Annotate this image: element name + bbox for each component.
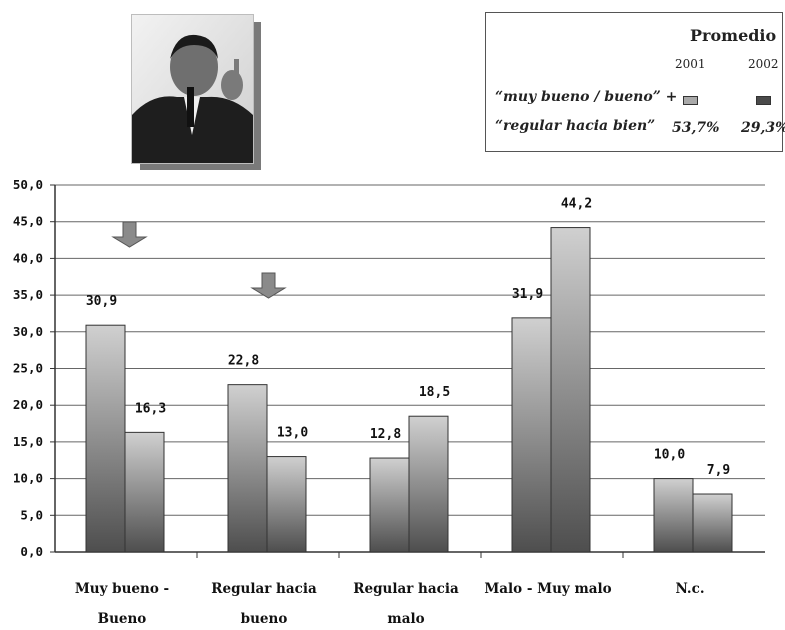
data-label: 13,0: [277, 426, 308, 441]
y-tick-label: 45,0: [13, 214, 43, 229]
bar-2001: [511, 317, 552, 553]
y-tick-label: 30,0: [13, 324, 43, 339]
y-tick-label: 40,0: [13, 250, 43, 265]
category-label: N.c.: [675, 581, 704, 597]
bar-2001: [85, 324, 126, 553]
legend-title: Promedio: [690, 26, 777, 45]
arrows: [111, 221, 287, 299]
labels: 0,0 5,0 10,0 15,0 20,0 25,0 30,0 35,0 40,0 45,0 50…: [13, 177, 730, 627]
data-label: 16,3: [135, 401, 166, 416]
bar-2001: [653, 478, 694, 553]
data-label: 7,9: [707, 463, 730, 478]
y-tick-label: 35,0: [13, 287, 43, 302]
category-label: malo: [387, 611, 424, 627]
legend-row2-label: “regular hacia bien”: [495, 118, 656, 134]
speaker-photo-image: [132, 15, 253, 163]
y-tick-label: 20,0: [13, 397, 43, 412]
bars: [85, 227, 733, 553]
bar-2001: [227, 384, 268, 553]
y-tick-label: 15,0: [13, 434, 43, 449]
legend-swatch-2001: [683, 96, 698, 105]
legend-row1-label: “muy bueno / bueno” +: [495, 89, 678, 105]
y-tick-label: 5,0: [20, 507, 43, 522]
speaker-photo: [131, 14, 254, 164]
legend-value-2002: 29,3%: [741, 120, 785, 136]
bar-2002: [692, 493, 733, 553]
data-label: 30,9: [86, 294, 117, 309]
bar-2001: [369, 457, 410, 553]
category-label: Bueno: [98, 611, 147, 627]
data-label: 22,8: [228, 354, 259, 369]
bar-2002: [408, 415, 449, 553]
y-tick-label: 0,0: [20, 544, 43, 559]
legend-year-2001: 2001: [675, 57, 706, 71]
y-tick-label: 10,0: [13, 471, 43, 486]
data-label: 44,2: [561, 197, 592, 212]
bar-2002: [550, 227, 591, 553]
category-label: bueno: [241, 611, 288, 627]
legend-box: Promedio 2001 2002 “muy bueno / bueno” +…: [485, 12, 785, 152]
data-label: 31,9: [512, 287, 543, 302]
bar-2002: [124, 431, 165, 553]
down-arrow-icon: [250, 272, 287, 299]
y-tick-label: 50,0: [13, 177, 43, 192]
category-label: Regular hacia: [353, 581, 459, 597]
bar-2002: [266, 456, 307, 553]
legend-value-2001: 53,7%: [672, 120, 720, 136]
legend-swatch-2002: [756, 96, 771, 105]
category-label: Regular hacia: [211, 581, 317, 597]
data-label: 10,0: [654, 448, 685, 463]
y-tick-label: 25,0: [13, 361, 43, 376]
legend-year-2002: 2002: [748, 57, 779, 71]
category-label: Malo - Muy malo: [484, 581, 611, 597]
data-label: 12,8: [370, 427, 401, 442]
gridlines: [50, 184, 765, 558]
down-arrow-icon: [111, 221, 148, 248]
category-label: Muy bueno -: [75, 581, 169, 597]
data-label: 18,5: [419, 385, 450, 400]
